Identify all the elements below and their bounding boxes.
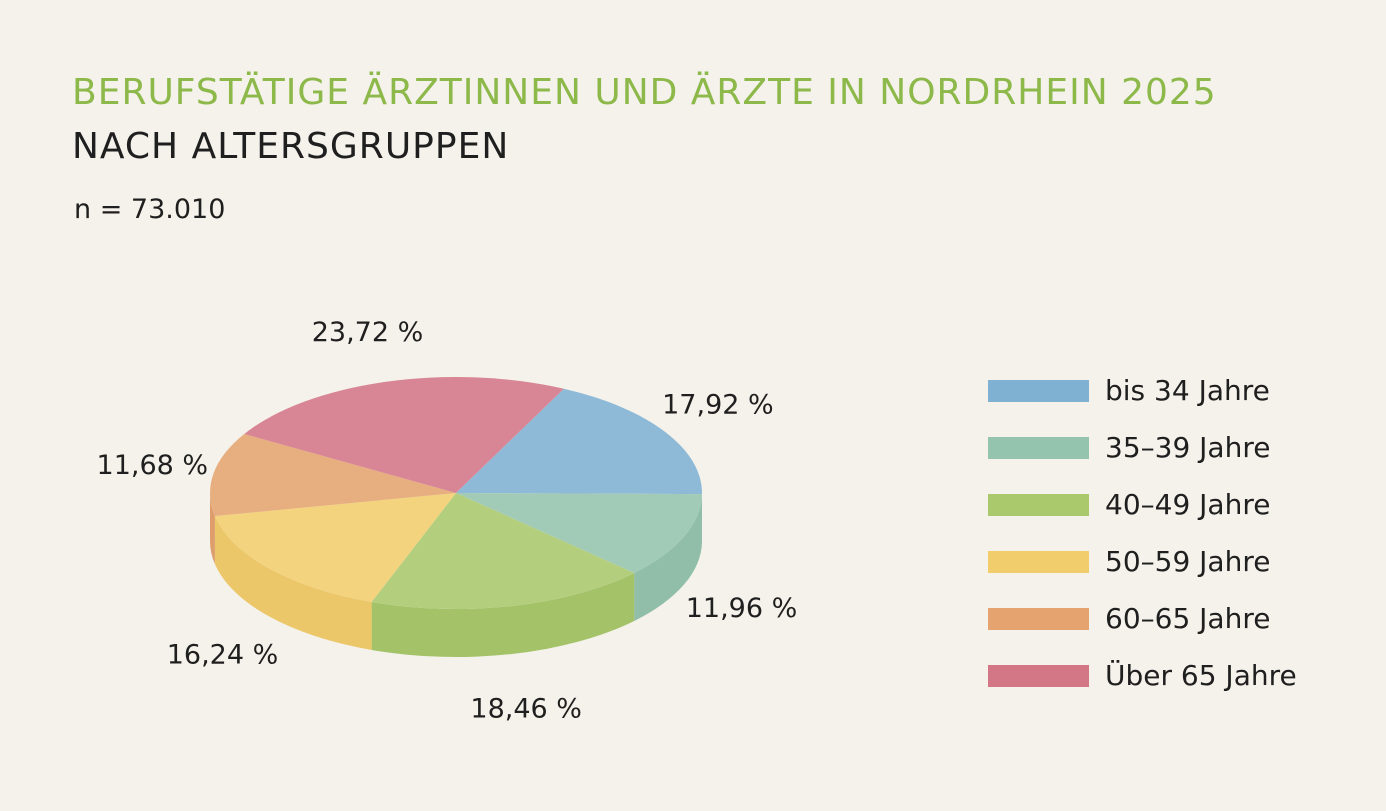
legend-label: bis 34 Jahre xyxy=(1105,374,1270,407)
pie-slice-ueber-65-jahre xyxy=(244,377,564,493)
data-label-50-59-jahre: 16,24 % xyxy=(167,640,279,671)
legend-swatch xyxy=(988,664,1089,687)
chart-subtitle: NACH ALTERSGRUPPEN xyxy=(72,126,510,167)
legend-label: 60–65 Jahre xyxy=(1105,602,1271,635)
legend-swatch xyxy=(988,379,1089,402)
legend-item-60-65-jahre: 60–65 Jahre xyxy=(988,590,1297,647)
legend-item-ueber-65-jahre: Über 65 Jahre xyxy=(988,647,1297,704)
legend-item-40-49-jahre: 40–49 Jahre xyxy=(988,476,1297,533)
data-label-35-39-jahre: 11,96 % xyxy=(686,593,798,624)
legend-item-bis-34-jahre: bis 34 Jahre xyxy=(988,362,1297,419)
legend-label: 35–39 Jahre xyxy=(1105,431,1271,464)
pie-slice-50-59-jahre xyxy=(214,493,456,602)
data-label-40-49-jahre: 18,46 % xyxy=(470,694,582,725)
legend-swatch xyxy=(988,550,1089,573)
pie-side-40-49-jahre xyxy=(371,572,635,657)
pie-side-35-39-jahre xyxy=(634,494,702,621)
legend-item-50-59-jahre: 50–59 Jahre xyxy=(988,533,1297,590)
pie-slice-60-65-jahre xyxy=(209,433,456,517)
legend-swatch xyxy=(988,493,1089,516)
legend-label: 50–59 Jahre xyxy=(1105,545,1271,578)
data-label-60-65-jahre: 11,68 % xyxy=(97,450,209,481)
legend-label: Über 65 Jahre xyxy=(1105,659,1297,692)
pie-slice-35-39-jahre xyxy=(456,493,702,573)
data-label-bis-34-jahre: 17,92 % xyxy=(662,390,774,421)
pie-side-50-59-jahre xyxy=(214,516,372,650)
legend-swatch xyxy=(988,436,1089,459)
legend-swatch xyxy=(988,607,1089,630)
legend-label: 40–49 Jahre xyxy=(1105,488,1271,521)
legend-item-35-39-jahre: 35–39 Jahre xyxy=(988,419,1297,476)
pie-slice-bis-34-jahre xyxy=(456,388,702,495)
pie-slice-40-49-jahre xyxy=(371,493,635,610)
data-label-ueber-65-jahre: 23,72 % xyxy=(312,317,424,348)
sample-size-note: n = 73.010 xyxy=(74,194,226,225)
chart-title: BERUFSTÄTIGE ÄRZTINNEN UND ÄRZTE IN NORD… xyxy=(72,72,1217,113)
pie-side-60-65-jahre xyxy=(210,493,215,565)
legend: bis 34 Jahre 35–39 Jahre 40–49 Jahre 50–59 … xyxy=(988,362,1297,704)
